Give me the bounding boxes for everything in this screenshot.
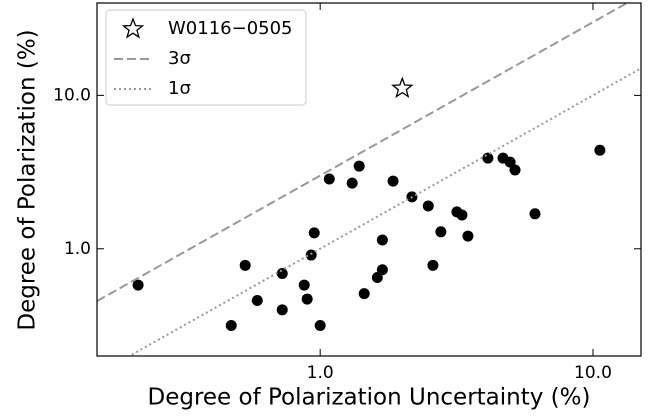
- star-point: [391, 76, 414, 99]
- legend-label: W0116−0505: [168, 18, 293, 39]
- point: [594, 144, 606, 156]
- y-tick-label: 10.0: [53, 85, 91, 105]
- point: [435, 226, 447, 238]
- point: [276, 267, 288, 279]
- point: [301, 293, 313, 305]
- reference-line: [97, 3, 630, 302]
- point: [482, 152, 494, 164]
- point: [305, 249, 317, 261]
- point: [422, 200, 434, 212]
- point: [132, 279, 144, 291]
- point: [462, 230, 474, 242]
- point: [239, 259, 251, 271]
- legend-label: 1σ: [168, 78, 191, 99]
- point: [376, 234, 388, 246]
- reference-line: [127, 67, 641, 356]
- point: [387, 175, 399, 187]
- x-tick-label: 1.0: [307, 363, 334, 383]
- point: [376, 264, 388, 276]
- point: [251, 295, 263, 307]
- point: [225, 320, 237, 332]
- point: [353, 160, 365, 172]
- point: [358, 288, 370, 300]
- point: [276, 304, 288, 316]
- x-axis-label: Degree of Polarization Uncertainty (%): [148, 385, 591, 411]
- legend-label: 3σ: [168, 48, 191, 69]
- point: [529, 208, 541, 220]
- point: [427, 259, 439, 271]
- plot-area: [97, 3, 641, 356]
- point: [308, 227, 320, 239]
- plot-frame: [96, 2, 642, 357]
- y-axis-label: Degree of Polarization (%): [15, 29, 41, 330]
- point: [504, 156, 516, 168]
- legend-box: [105, 9, 307, 106]
- y-tick-label: 1.0: [64, 239, 91, 259]
- point: [298, 279, 310, 291]
- point: [509, 164, 521, 176]
- legend: W0116−0505 3σ 1σ: [105, 9, 307, 106]
- x-tick-label: 10.0: [574, 363, 612, 383]
- point: [314, 320, 326, 332]
- point: [456, 209, 468, 221]
- point: [323, 173, 335, 185]
- point: [346, 177, 358, 189]
- legend-star: [121, 17, 145, 39]
